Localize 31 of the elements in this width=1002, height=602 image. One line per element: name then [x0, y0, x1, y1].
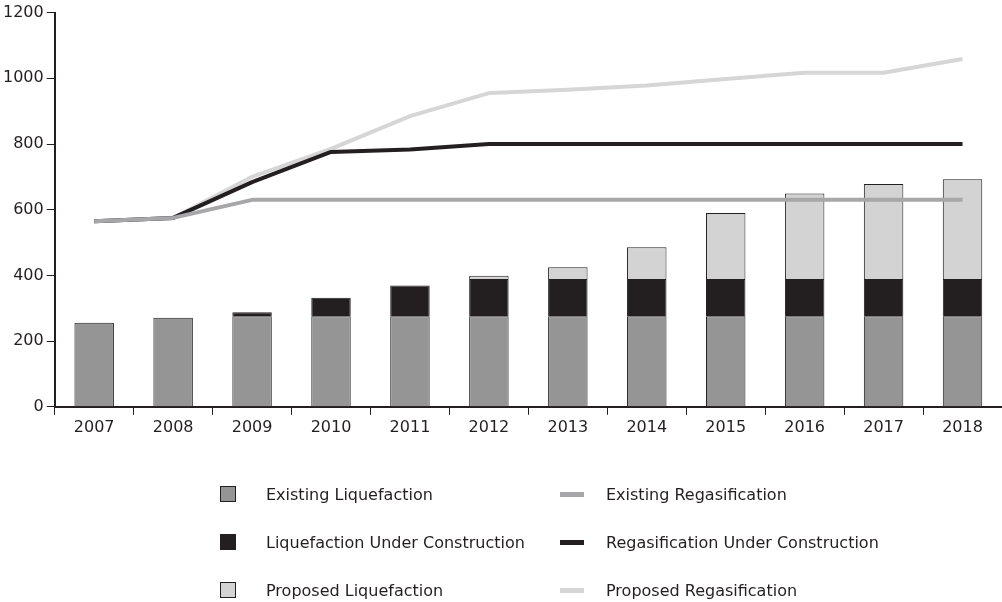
x-tick-label: 2017 — [863, 416, 904, 436]
y-tick-label: 0 — [33, 395, 44, 415]
x-tick-label: 2018 — [942, 416, 983, 436]
x-tick-label: 2012 — [468, 416, 510, 436]
x-tick-label: 2011 — [389, 416, 431, 436]
bar — [469, 279, 509, 317]
y-tick-label: 200 — [13, 330, 44, 350]
bar — [232, 312, 272, 317]
y-tick-label: 600 — [13, 198, 44, 218]
bar — [390, 285, 430, 317]
bar — [311, 297, 351, 317]
bar — [548, 279, 588, 317]
y-tick-label: 800 — [13, 133, 44, 153]
legend-label: Liquefaction Under Construction — [266, 532, 525, 552]
x-tick-label: 2009 — [231, 416, 273, 436]
x-tick-label: 2015 — [705, 416, 747, 436]
x-tick-label: 2013 — [547, 416, 589, 436]
x-tick-label: 2014 — [626, 416, 668, 436]
legend-label: Existing Regasification — [606, 484, 787, 504]
y-tick-label: 1000 — [3, 67, 44, 87]
y-tick-label: 400 — [13, 264, 44, 284]
legend-label: Existing Liquefaction — [266, 484, 433, 504]
x-tick-label: 2007 — [73, 416, 115, 436]
y-tick-label: 1200 — [3, 1, 44, 21]
legend-label: Proposed Regasification — [606, 580, 798, 600]
x-tick-label: 2008 — [152, 416, 194, 436]
bar — [627, 279, 667, 317]
x-tick-label: 2010 — [310, 416, 352, 436]
legend-label: Proposed Liquefaction — [266, 580, 444, 600]
x-tick-label: 2016 — [784, 416, 826, 436]
legend-label: Regasification Under Construction — [606, 532, 879, 552]
